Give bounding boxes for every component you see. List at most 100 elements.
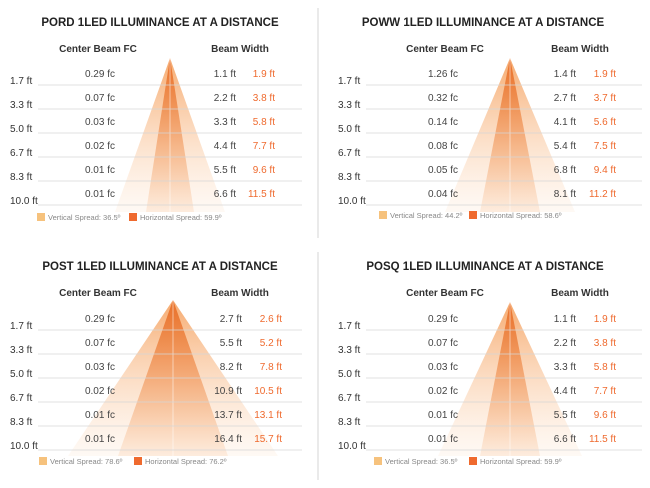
legend-swatch-horizontal [469, 457, 477, 465]
beam-width-vertical-value: 1.4 ft [554, 69, 576, 80]
column-header-beam-width: Beam Width [211, 288, 269, 299]
legend-swatch-vertical [39, 457, 47, 465]
center-beam-value: 0.07 fc [85, 93, 115, 104]
chart-title: POWW 1LED ILLUMINANCE AT A DISTANCE [362, 17, 605, 29]
beam-width-horizontal-value: 11.5 ft [589, 434, 616, 445]
beam-width-vertical-value: 6.6 ft [554, 434, 576, 445]
beam-width-vertical-value: 4.1 ft [554, 117, 576, 128]
legend-label-horizontal: Horizontal Spread: 59.9º [140, 213, 222, 222]
center-beam-value: 0.03 fc [428, 362, 458, 373]
center-beam-value: 0.32 fc [428, 93, 458, 104]
center-beam-value: 0.01 fc [85, 434, 115, 445]
beam-width-horizontal-value: 1.9 ft [253, 69, 275, 80]
beam-width-horizontal-value: 3.8 ft [594, 338, 616, 349]
beam-width-horizontal-value: 5.2 ft [260, 338, 282, 349]
center-beam-value: 0.02 fc [85, 141, 115, 152]
center-beam-value: 0.29 fc [85, 314, 115, 325]
beam-width-horizontal-value: 5.6 ft [594, 117, 616, 128]
beam-width-horizontal-value: 7.7 ft [594, 386, 616, 397]
beam-width-vertical-value: 5.5 ft [554, 410, 576, 421]
legend-swatch-vertical [374, 457, 382, 465]
beam-width-horizontal-value: 7.7 ft [253, 141, 275, 152]
legend-swatch-vertical [37, 213, 45, 221]
distance-label: 6.7 ft [338, 148, 360, 159]
center-beam-value: 0.01 fc [85, 189, 115, 200]
distance-label: 1.7 ft [338, 76, 360, 87]
beam-width-vertical-value: 2.7 ft [554, 93, 576, 104]
beam-width-vertical-value: 6.6 ft [214, 189, 236, 200]
center-beam-value: 0.01 fc [428, 434, 458, 445]
distance-label: 10.0 ft [338, 196, 366, 207]
distance-label: 3.3 ft [338, 100, 360, 111]
column-header-center-beam: Center Beam FC [406, 288, 484, 299]
beam-width-vertical-value: 1.1 ft [554, 314, 576, 325]
center-beam-value: 0.14 fc [428, 117, 458, 128]
distance-label: 8.3 ft [10, 172, 32, 183]
distance-label: 6.7 ft [10, 393, 32, 404]
beam-width-vertical-value: 3.3 ft [214, 117, 236, 128]
beam-width-horizontal-value: 9.6 ft [253, 165, 275, 176]
distance-label: 5.0 ft [338, 124, 360, 135]
beam-width-horizontal-value: 1.9 ft [594, 69, 616, 80]
panel-poww: POWW 1LED ILLUMINANCE AT A DISTANCE Cente… [338, 17, 642, 220]
center-beam-value: 0.03 fc [85, 117, 115, 128]
center-beam-value: 0.29 fc [85, 69, 115, 80]
center-beam-value: 0.01 fc [428, 410, 458, 421]
beam-width-horizontal-value: 11.5 ft [248, 189, 275, 200]
center-beam-value: 0.01 fc [85, 410, 115, 421]
legend-label-vertical: Vertical Spread: 78.6º [50, 457, 123, 466]
distance-label: 8.3 ft [10, 417, 32, 428]
beam-width-horizontal-value: 9.6 ft [594, 410, 616, 421]
distance-label: 1.7 ft [338, 321, 360, 332]
beam-width-vertical-value: 5.4 ft [554, 141, 576, 152]
panel-posq: POSQ 1LED ILLUMINANCE AT A DISTANCE Cente… [338, 261, 642, 466]
beam-width-horizontal-value: 10.5 ft [254, 386, 282, 397]
distance-label: 8.3 ft [338, 172, 360, 183]
distance-label: 3.3 ft [10, 100, 32, 111]
column-header-center-beam: Center Beam FC [59, 288, 137, 299]
center-beam-value: 0.07 fc [85, 338, 115, 349]
center-beam-value: 0.29 fc [428, 314, 458, 325]
legend-label-vertical: Vertical Spread: 36.5º [48, 213, 121, 222]
chart-title: PORD 1LED ILLUMINANCE AT A DISTANCE [41, 17, 279, 29]
beam-width-vertical-value: 10.9 ft [214, 386, 242, 397]
beam-width-horizontal-value: 3.7 ft [594, 93, 616, 104]
beam-width-horizontal-value: 11.2 ft [589, 189, 616, 200]
center-beam-value: 0.02 fc [428, 386, 458, 397]
chart-title: POSQ 1LED ILLUMINANCE AT A DISTANCE [366, 261, 604, 273]
distance-label: 1.7 ft [10, 76, 32, 87]
beam-width-vertical-value: 2.2 ft [554, 338, 576, 349]
distance-label: 1.7 ft [10, 321, 32, 332]
distance-label: 10.0 ft [10, 441, 38, 452]
legend-swatch-horizontal [129, 213, 137, 221]
beam-width-vertical-value: 5.5 ft [220, 338, 242, 349]
center-beam-value: 0.07 fc [428, 338, 458, 349]
legend-label-vertical: Vertical Spread: 36.5º [385, 457, 458, 466]
legend-label-horizontal: Horizontal Spread: 58.6º [480, 211, 562, 220]
center-beam-value: 0.03 fc [85, 362, 115, 373]
distance-label: 5.0 ft [10, 124, 32, 135]
beam-width-horizontal-value: 7.5 ft [594, 141, 616, 152]
center-beam-value: 0.08 fc [428, 141, 458, 152]
beam-width-horizontal-value: 5.8 ft [253, 117, 275, 128]
beam-width-vertical-value: 8.2 ft [220, 362, 242, 373]
beam-width-vertical-value: 5.5 ft [214, 165, 236, 176]
beam-width-horizontal-value: 2.6 ft [260, 314, 282, 325]
distance-label: 5.0 ft [10, 369, 32, 380]
distance-label: 3.3 ft [338, 345, 360, 356]
distance-label: 5.0 ft [338, 369, 360, 380]
beam-width-horizontal-value: 3.8 ft [253, 93, 275, 104]
panel-post: POST 1LED ILLUMINANCE AT A DISTANCE Cente… [10, 261, 302, 466]
distance-label: 6.7 ft [338, 393, 360, 404]
center-beam-value: 1.26 fc [428, 69, 458, 80]
beam-width-horizontal-value: 1.9 ft [594, 314, 616, 325]
beam-width-vertical-value: 2.7 ft [220, 314, 242, 325]
distance-label: 6.7 ft [10, 148, 32, 159]
legend-label-horizontal: Horizontal Spread: 76.2º [145, 457, 227, 466]
column-header-beam-width: Beam Width [211, 44, 269, 55]
beam-width-horizontal-value: 7.8 ft [260, 362, 282, 373]
center-beam-value: 0.05 fc [428, 165, 458, 176]
panel-pord: PORD 1LED ILLUMINANCE AT A DISTANCE Cente… [10, 17, 302, 222]
